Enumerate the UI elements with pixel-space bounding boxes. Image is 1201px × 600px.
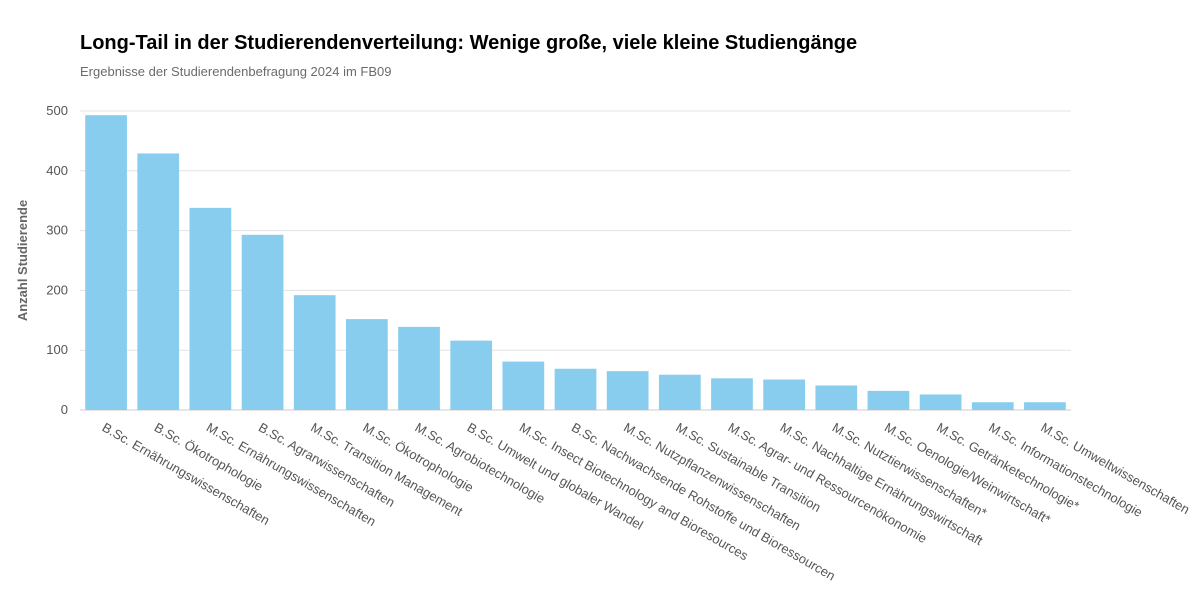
y-tick-label: 400 [46, 163, 68, 178]
bar[interactable] [189, 207, 232, 410]
y-axis-ticks: 0 100 200 300 400 500 [46, 103, 68, 417]
bar[interactable] [815, 385, 858, 410]
chart-title: Long-Tail in der Studierendenverteilung:… [80, 32, 858, 54]
bar[interactable] [867, 390, 910, 410]
bar[interactable] [137, 153, 180, 410]
bar[interactable] [450, 340, 493, 410]
bar[interactable] [293, 295, 336, 410]
bar[interactable] [85, 115, 127, 410]
y-tick-label: 100 [46, 342, 68, 357]
chart-subtitle: Ergebnisse der Studierendenbefragung 202… [80, 64, 392, 79]
y-tick-label: 200 [46, 282, 68, 297]
bar[interactable] [241, 234, 284, 410]
bar[interactable] [711, 378, 753, 410]
y-tick-label: 500 [46, 103, 68, 118]
y-axis-label: Anzahl Studierende [15, 200, 30, 321]
bar[interactable] [971, 402, 1014, 410]
bar[interactable] [346, 319, 388, 410]
y-tick-label: 300 [46, 223, 68, 238]
bar[interactable] [554, 368, 597, 410]
y-tick-label: 0 [61, 402, 68, 417]
bar[interactable] [1024, 402, 1066, 410]
bar[interactable] [658, 374, 701, 410]
bar[interactable] [502, 361, 545, 410]
bars [85, 115, 1066, 410]
bar[interactable] [606, 371, 649, 410]
bar[interactable] [919, 394, 962, 410]
bar[interactable] [763, 379, 805, 410]
bar[interactable] [398, 326, 440, 410]
